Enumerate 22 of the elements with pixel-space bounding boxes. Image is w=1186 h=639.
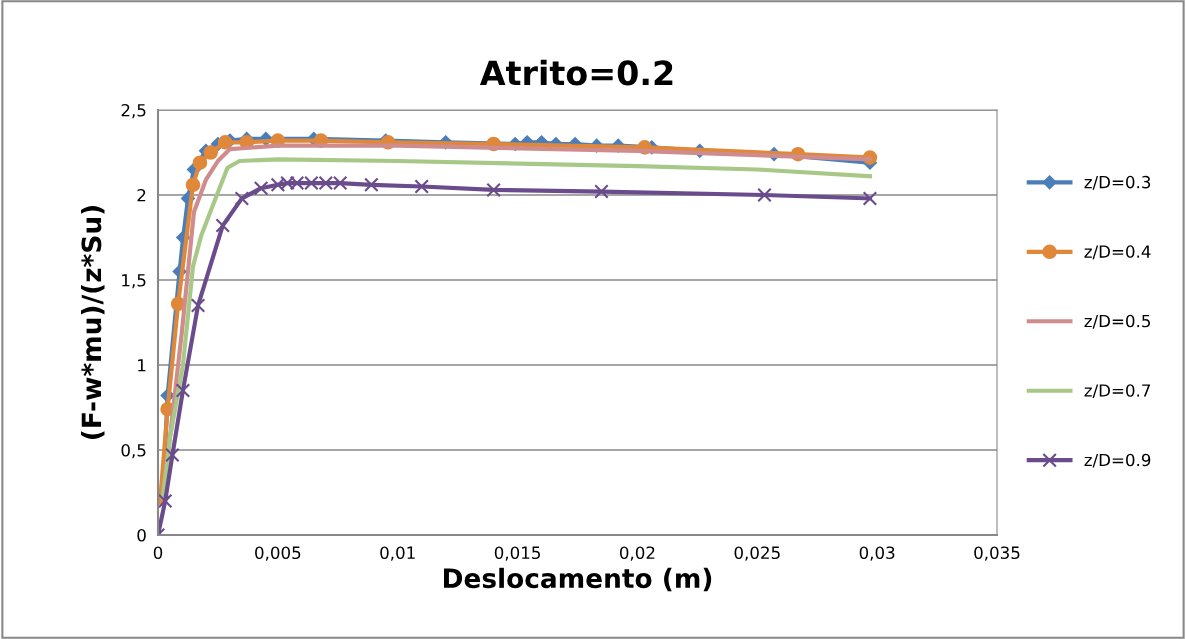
chart-title: Atrito=0.2 — [479, 59, 673, 86]
y-tick-label: 0 — [137, 528, 146, 542]
legend-label: z/D=0.9 — [1084, 453, 1151, 468]
x-tick-label: 0,015 — [494, 546, 540, 561]
x-tick-label: 0,01 — [380, 546, 415, 561]
y-axis-title: (F-w*mu)/(z*Su) — [80, 206, 105, 439]
y-tick-label: 0,5 — [121, 443, 146, 459]
legend-label: z/D=0.4 — [1084, 245, 1151, 260]
x-tick-label: 0 — [153, 546, 163, 560]
x-axis-title: Deslocamento (m) — [443, 567, 712, 592]
y-tick-label: 1 — [138, 359, 146, 372]
x-tick-label: 0,03 — [859, 546, 895, 561]
legend-label: z/D=0.3 — [1084, 175, 1151, 190]
x-tick-label: 0,035 — [974, 546, 1020, 561]
x-tick-label: 0,025 — [734, 546, 780, 561]
y-tick-label: 1,5 — [122, 274, 146, 289]
y-tick-label: 2 — [137, 188, 146, 202]
x-tick-label: 0,005 — [255, 546, 301, 561]
legend-label: z/D=0.7 — [1084, 384, 1151, 399]
x-tick-label: 0,02 — [619, 546, 655, 561]
y-tick-label: 2,5 — [121, 103, 146, 119]
legend-label: z/D=0.5 — [1084, 314, 1150, 329]
